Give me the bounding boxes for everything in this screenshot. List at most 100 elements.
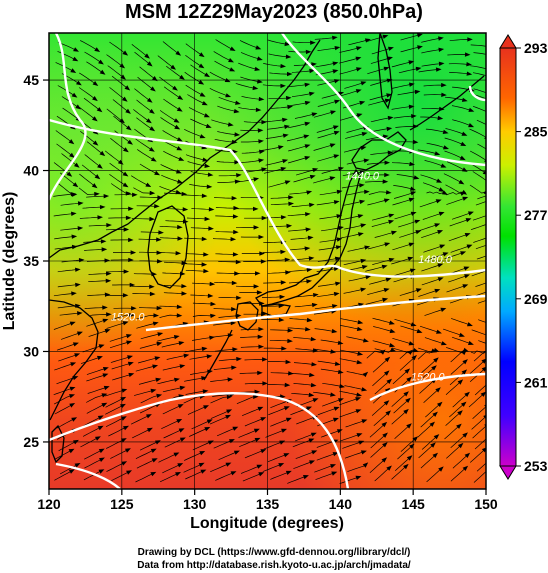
streamline-arrow [157, 332, 164, 337]
streamline-arrow [332, 61, 339, 66]
streamline-arrow [98, 469, 105, 474]
streamline-arrow [198, 52, 205, 58]
streamline-arrow [179, 364, 186, 369]
streamline-arrow [481, 447, 486, 453]
x-axis-ticks: 120 125 130 135 140 145 150 [37, 489, 498, 512]
streamline [476, 119, 486, 125]
streamline-arrow [457, 442, 464, 449]
streamline-arrow [436, 178, 443, 183]
streamline-arrow [309, 460, 315, 465]
streamline-arrow [333, 417, 339, 422]
streamline-arrow [177, 95, 184, 100]
streamline-arrow [415, 66, 422, 72]
streamline-arrow [201, 346, 208, 352]
streamline-arrow [331, 471, 338, 476]
streamline-arrow [437, 277, 444, 282]
streamline-arrow [357, 214, 364, 219]
streamline-arrow [384, 387, 391, 393]
streamline-arrow [389, 343, 396, 348]
streamline-arrow [75, 282, 81, 288]
y-tick-label: 35 [23, 253, 39, 269]
streamline-arrow [413, 175, 420, 180]
streamline-arrow [231, 196, 238, 201]
streamline-arrow [181, 191, 188, 197]
streamline-arrow [337, 369, 344, 374]
streamline-arrow [304, 246, 311, 251]
streamline-arrow [258, 158, 265, 163]
streamline-arrow [233, 450, 240, 455]
streamline [477, 300, 486, 304]
streamline-arrow [173, 335, 180, 340]
streamline-arrow [309, 202, 315, 208]
streamline-arrow [92, 96, 98, 102]
streamline-arrow [92, 140, 99, 146]
lat-lon-grid [49, 33, 486, 489]
streamline-arrow [230, 237, 237, 242]
streamline-arrow [209, 335, 215, 340]
streamline-arrow [355, 409, 362, 414]
streamline-arrow [127, 139, 133, 145]
streamline-arrow [488, 334, 494, 338]
streamline-arrow [179, 437, 186, 442]
streamline-arrow [258, 327, 264, 332]
streamline-arrow [105, 278, 112, 283]
streamline-arrow [438, 36, 444, 41]
streamline [472, 72, 486, 76]
streamline-arrow [235, 100, 241, 105]
streamline-arrow [102, 318, 109, 323]
streamline-arrow [151, 458, 158, 463]
streamline-arrow [173, 452, 180, 457]
streamline-arrow [383, 66, 390, 71]
streamline-arrow [260, 417, 267, 422]
streamline-arrow [385, 190, 392, 195]
colorbar-tick-label: 285 [524, 124, 548, 140]
streamline-arrow [174, 377, 180, 382]
streamline-arrow [384, 98, 391, 103]
streamline-arrow [386, 126, 393, 132]
x-tick-label: 150 [474, 496, 498, 512]
streamline-arrow [460, 401, 467, 407]
streamline-arrow [384, 160, 390, 165]
streamline-arrow [227, 377, 234, 382]
streamline-arrow [310, 382, 317, 388]
streamline-arrow [406, 423, 412, 429]
streamline-arrow [480, 391, 486, 397]
streamline-arrow [69, 321, 76, 326]
streamline-arrow [182, 207, 189, 212]
streamline-arrow [176, 146, 183, 151]
streamline-arrow [226, 409, 233, 414]
streamline-arrow [464, 52, 471, 57]
streamline-arrow [440, 163, 447, 168]
streamline-arrow [437, 230, 444, 235]
streamline-arrow [489, 92, 495, 96]
streamline-arrow [405, 397, 411, 403]
colorbar-tick-label: 261 [524, 374, 548, 390]
streamline-arrow [441, 92, 447, 97]
streamline-arrow [336, 237, 343, 242]
streamline-arrow [435, 387, 441, 393]
streamline [473, 88, 486, 94]
streamline-arrow [494, 324, 500, 328]
streamline [472, 171, 486, 181]
streamline-arrow [356, 46, 362, 51]
streamline-arrow [382, 432, 388, 438]
streamline-arrow [225, 93, 232, 98]
streamline-arrow [434, 288, 441, 293]
streamline-arrow [388, 213, 395, 218]
streamline-arrow [150, 157, 157, 162]
streamline-arrow [106, 223, 112, 228]
streamline-arrow [411, 355, 417, 361]
streamline-arrow [306, 190, 313, 195]
streamline-arrow [198, 79, 205, 85]
streamline-arrow [284, 41, 291, 47]
streamline-arrow [257, 334, 264, 339]
streamline-arrow [334, 99, 341, 104]
streamline-arrow [231, 365, 237, 370]
streamline-arrow [334, 46, 341, 51]
contour-label: 1440.0 [345, 171, 380, 183]
streamline-arrow [303, 475, 309, 480]
streamline-arrow [360, 223, 367, 228]
streamline-arrow [468, 211, 474, 216]
streamline-arrow [99, 457, 105, 462]
